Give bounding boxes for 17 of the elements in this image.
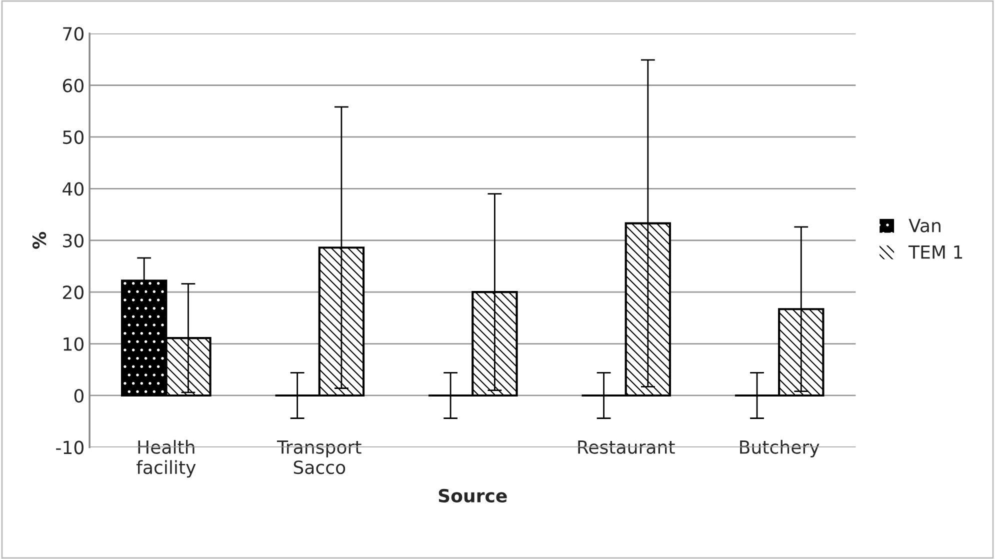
legend-label: TEM 1 xyxy=(908,245,962,259)
x-axis-title: Source xyxy=(438,488,507,503)
y-tick-label: 20 xyxy=(63,286,84,300)
y-tick-label: 60 xyxy=(62,78,84,92)
y-tick-label: 0 xyxy=(74,388,84,403)
y-tick-label: -10 xyxy=(56,440,84,454)
legend-label: Van xyxy=(908,218,940,232)
y-tick-label: 10 xyxy=(64,337,84,351)
x-tick-label: Transport Sacco xyxy=(276,440,362,474)
x-tick-label: Health facility xyxy=(136,440,196,478)
x-tick-label: Restaurant xyxy=(578,440,675,454)
y-axis-title: % xyxy=(32,232,46,249)
y-tick-label: 40 xyxy=(62,182,84,196)
y-tick-label: 50 xyxy=(63,130,84,144)
x-tick-label: Butchery xyxy=(740,440,820,458)
y-tick-label: 30 xyxy=(63,234,84,248)
y-tick-label: 70 xyxy=(63,27,84,41)
